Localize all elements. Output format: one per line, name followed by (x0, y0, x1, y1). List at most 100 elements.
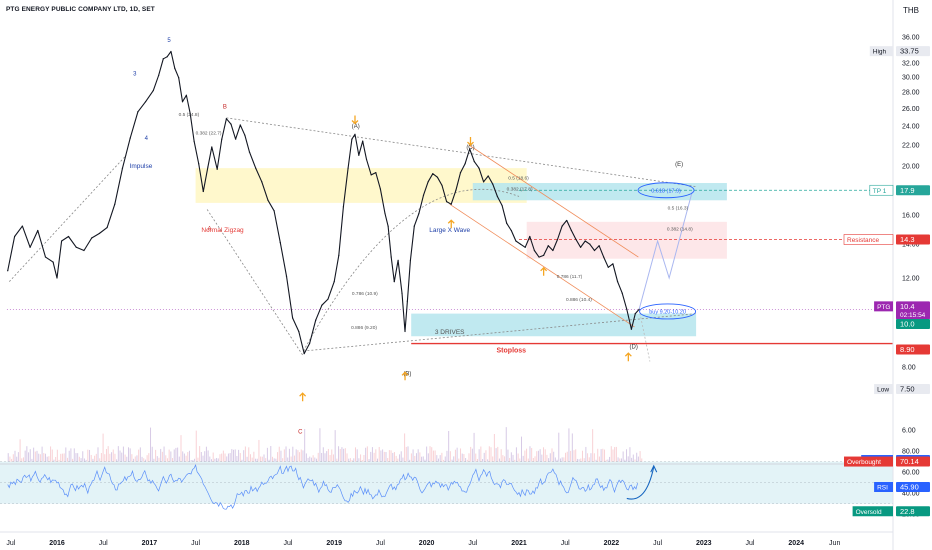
volume-bar (383, 451, 385, 463)
volume-bar (148, 453, 150, 463)
price-point (248, 151, 251, 153)
price-point (235, 138, 237, 140)
volume-bar (53, 459, 55, 463)
volume-bar (134, 456, 136, 463)
price-tick-label: 36.00 (902, 35, 920, 42)
volume-bar (70, 448, 72, 463)
price-point (469, 148, 471, 150)
volume-bar (614, 447, 616, 463)
price-tag-value: 22.8 (900, 507, 915, 516)
price-tag-value: 17.9 (900, 186, 915, 195)
volume-bar (261, 456, 263, 463)
volume-bar (451, 459, 453, 463)
x-wave-arc (303, 188, 520, 352)
volume-bar (404, 433, 406, 463)
price-point (510, 229, 512, 232)
fib-label: 0.886 (9.20) (351, 325, 377, 331)
price-tick-label: 12.00 (902, 275, 920, 282)
volume-bar (417, 449, 419, 463)
price-point (292, 317, 294, 319)
volume-bar (165, 455, 167, 463)
volume-bar (170, 451, 172, 463)
volume-bar (332, 454, 334, 463)
volume-bar (204, 451, 206, 463)
volume-bar (326, 451, 328, 463)
price-point (409, 259, 412, 262)
price-point (261, 181, 263, 183)
price-point (221, 138, 223, 140)
volume-bar (458, 458, 460, 463)
wave-label: A (207, 226, 211, 232)
price-tag-label-bg (843, 234, 894, 245)
volume-bar (471, 448, 473, 463)
volume-bar (414, 455, 416, 463)
volume-bar (632, 454, 634, 463)
price-point (422, 194, 425, 196)
volume-bar (65, 447, 67, 463)
volume-bar (495, 448, 497, 463)
price-tag-value-bg (896, 46, 930, 57)
volume-bar (637, 456, 639, 463)
price-tag-label-bg (874, 384, 893, 395)
volume-bar (624, 459, 626, 463)
fib-label: 0.886 (10.4) (566, 297, 592, 303)
price-tag-label: Overbought (847, 459, 881, 466)
volume-bar (453, 456, 455, 463)
price-tick-label: 16.00 (902, 212, 920, 219)
volume-bar (543, 447, 545, 463)
volume-bar (354, 447, 356, 463)
volume-bar (392, 452, 394, 463)
price-point (501, 204, 503, 207)
price-point (547, 245, 549, 247)
volume-bar (43, 453, 45, 463)
volume-bar (532, 457, 534, 463)
price-point (365, 158, 368, 161)
channel-lower (449, 203, 635, 328)
volume-bar (129, 448, 131, 463)
fib-label: 0.786 (10.9) (352, 291, 378, 297)
volume-bar (238, 449, 240, 463)
chart-title: PTG ENERGY PUBLIC COMPANY LTD, 1D, SET (6, 6, 155, 13)
volume-bar (309, 456, 311, 463)
price-point (193, 140, 195, 142)
volume-bar (119, 450, 121, 463)
price-point (166, 56, 168, 58)
volume-bar (127, 447, 129, 463)
volume-bar (133, 458, 135, 463)
volume-bar (139, 447, 141, 463)
volume-bar (439, 455, 441, 463)
volume-bar (602, 448, 604, 463)
volume-bar (316, 458, 318, 463)
volume-bar (605, 459, 607, 463)
price-tags: 33.75 High 17.9 TP 1 14.3 Resistance 10.402:15… (843, 46, 930, 517)
price-point (244, 134, 246, 136)
price-tag-value-bg (896, 456, 930, 467)
price-point (162, 58, 164, 60)
volume-bar (636, 452, 638, 463)
volume-bar (449, 451, 451, 463)
volume-bar (160, 448, 162, 463)
price-point (427, 181, 429, 183)
wave-label: 3 (133, 72, 137, 78)
price-tick-label: 26.00 (902, 106, 920, 113)
volume-bar (556, 459, 558, 463)
volume-bar (465, 458, 467, 463)
annotation-label: Stoploss (497, 347, 527, 354)
volume-bar (551, 448, 553, 463)
wave-label: (D) (630, 345, 638, 351)
volume-bar (405, 446, 407, 463)
volume-bar (626, 449, 628, 463)
volume-bar (107, 446, 109, 463)
volume-bar (363, 455, 365, 463)
volume-bar (234, 449, 236, 463)
volume-bar (177, 447, 179, 463)
price-tag-value-bg (896, 384, 930, 395)
time-tick-label: 2018 (234, 540, 250, 547)
arrow-up-icon (540, 266, 548, 276)
wave-label: C (298, 430, 303, 436)
volume-bar (100, 453, 102, 463)
price-point (298, 330, 300, 333)
buy-zone-teal (411, 313, 697, 337)
price-tag-value-bg (896, 234, 930, 245)
